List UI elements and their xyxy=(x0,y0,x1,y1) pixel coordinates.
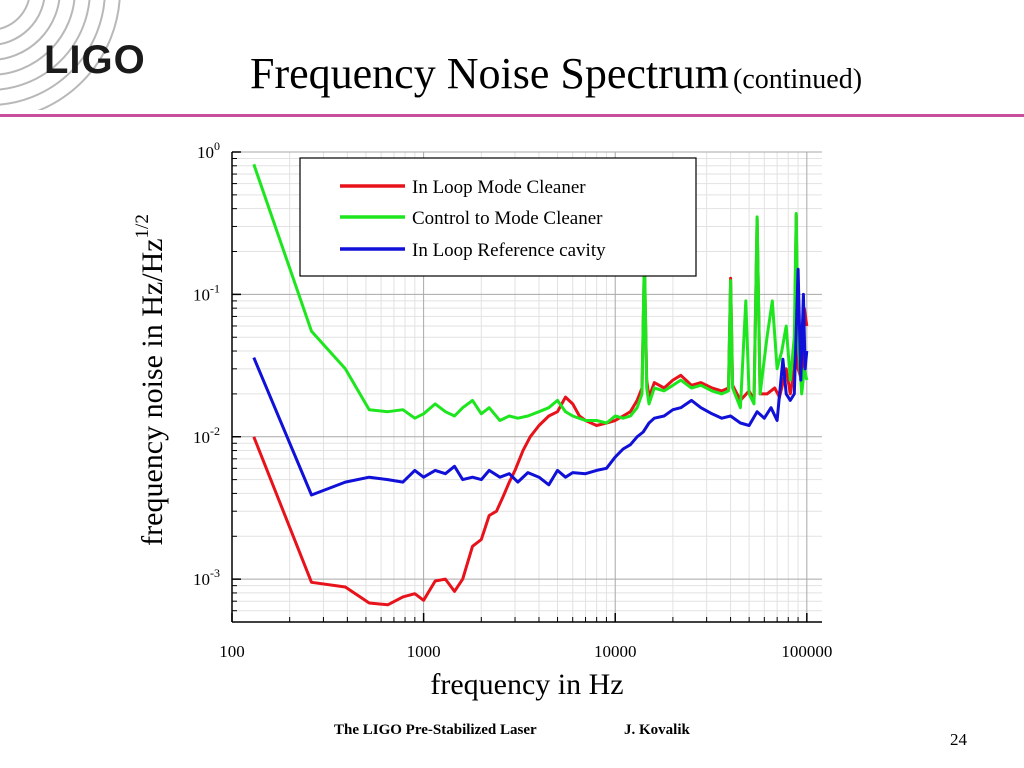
x-tick-label: 10000 xyxy=(594,642,637,661)
series-line-1 xyxy=(252,163,809,425)
logo-area: LIGO xyxy=(0,0,175,110)
x-tick-label: 1000 xyxy=(407,642,441,661)
y-tick-label: 10-3 xyxy=(193,566,220,589)
footer-author: J. Kovalik xyxy=(624,722,690,738)
series-line-0 xyxy=(252,213,809,607)
legend: In Loop Mode Cleaner Control to Mode Cle… xyxy=(299,157,697,277)
x-axis-title: frequency in Hz xyxy=(430,668,623,701)
title-suffix: (continued) xyxy=(733,64,863,95)
title-main: Frequency Noise Spectrum xyxy=(250,49,729,98)
x-tick-label: 100000 xyxy=(781,642,832,661)
title-divider xyxy=(0,114,1024,117)
slide-title: Frequency Noise Spectrum (continued) xyxy=(250,48,862,99)
footer: The LIGO Pre-Stabilized Laser J. Kovalik… xyxy=(0,720,1024,749)
x-tick-label: 100 xyxy=(219,642,245,661)
series-line-2 xyxy=(252,267,809,497)
legend-label-green: Control to Mode Cleaner xyxy=(412,208,603,229)
legend-label-red: In Loop Mode Cleaner xyxy=(412,177,586,198)
y-tick-label: 10-1 xyxy=(193,281,220,304)
y-tick-label: 10-2 xyxy=(193,424,220,447)
page-number: 24 xyxy=(950,730,967,749)
ligo-logo-text: LIGO xyxy=(44,38,146,82)
y-axis-title: frequency noise in Hz/Hz1/2 xyxy=(132,214,169,546)
y-tick-label: 100 xyxy=(197,139,220,162)
legend-label-blue: In Loop Reference cavity xyxy=(412,240,606,261)
footer-title: The LIGO Pre-Stabilized Laser xyxy=(334,722,537,738)
y-axis-title-main: frequency noise in Hz/Hz xyxy=(136,238,169,545)
series-layer xyxy=(252,163,809,607)
axes: 100 1000 10000 100000 100 10-1 10-2 10-3 xyxy=(193,139,832,661)
y-axis-title-sup: 1/2 xyxy=(132,214,153,238)
